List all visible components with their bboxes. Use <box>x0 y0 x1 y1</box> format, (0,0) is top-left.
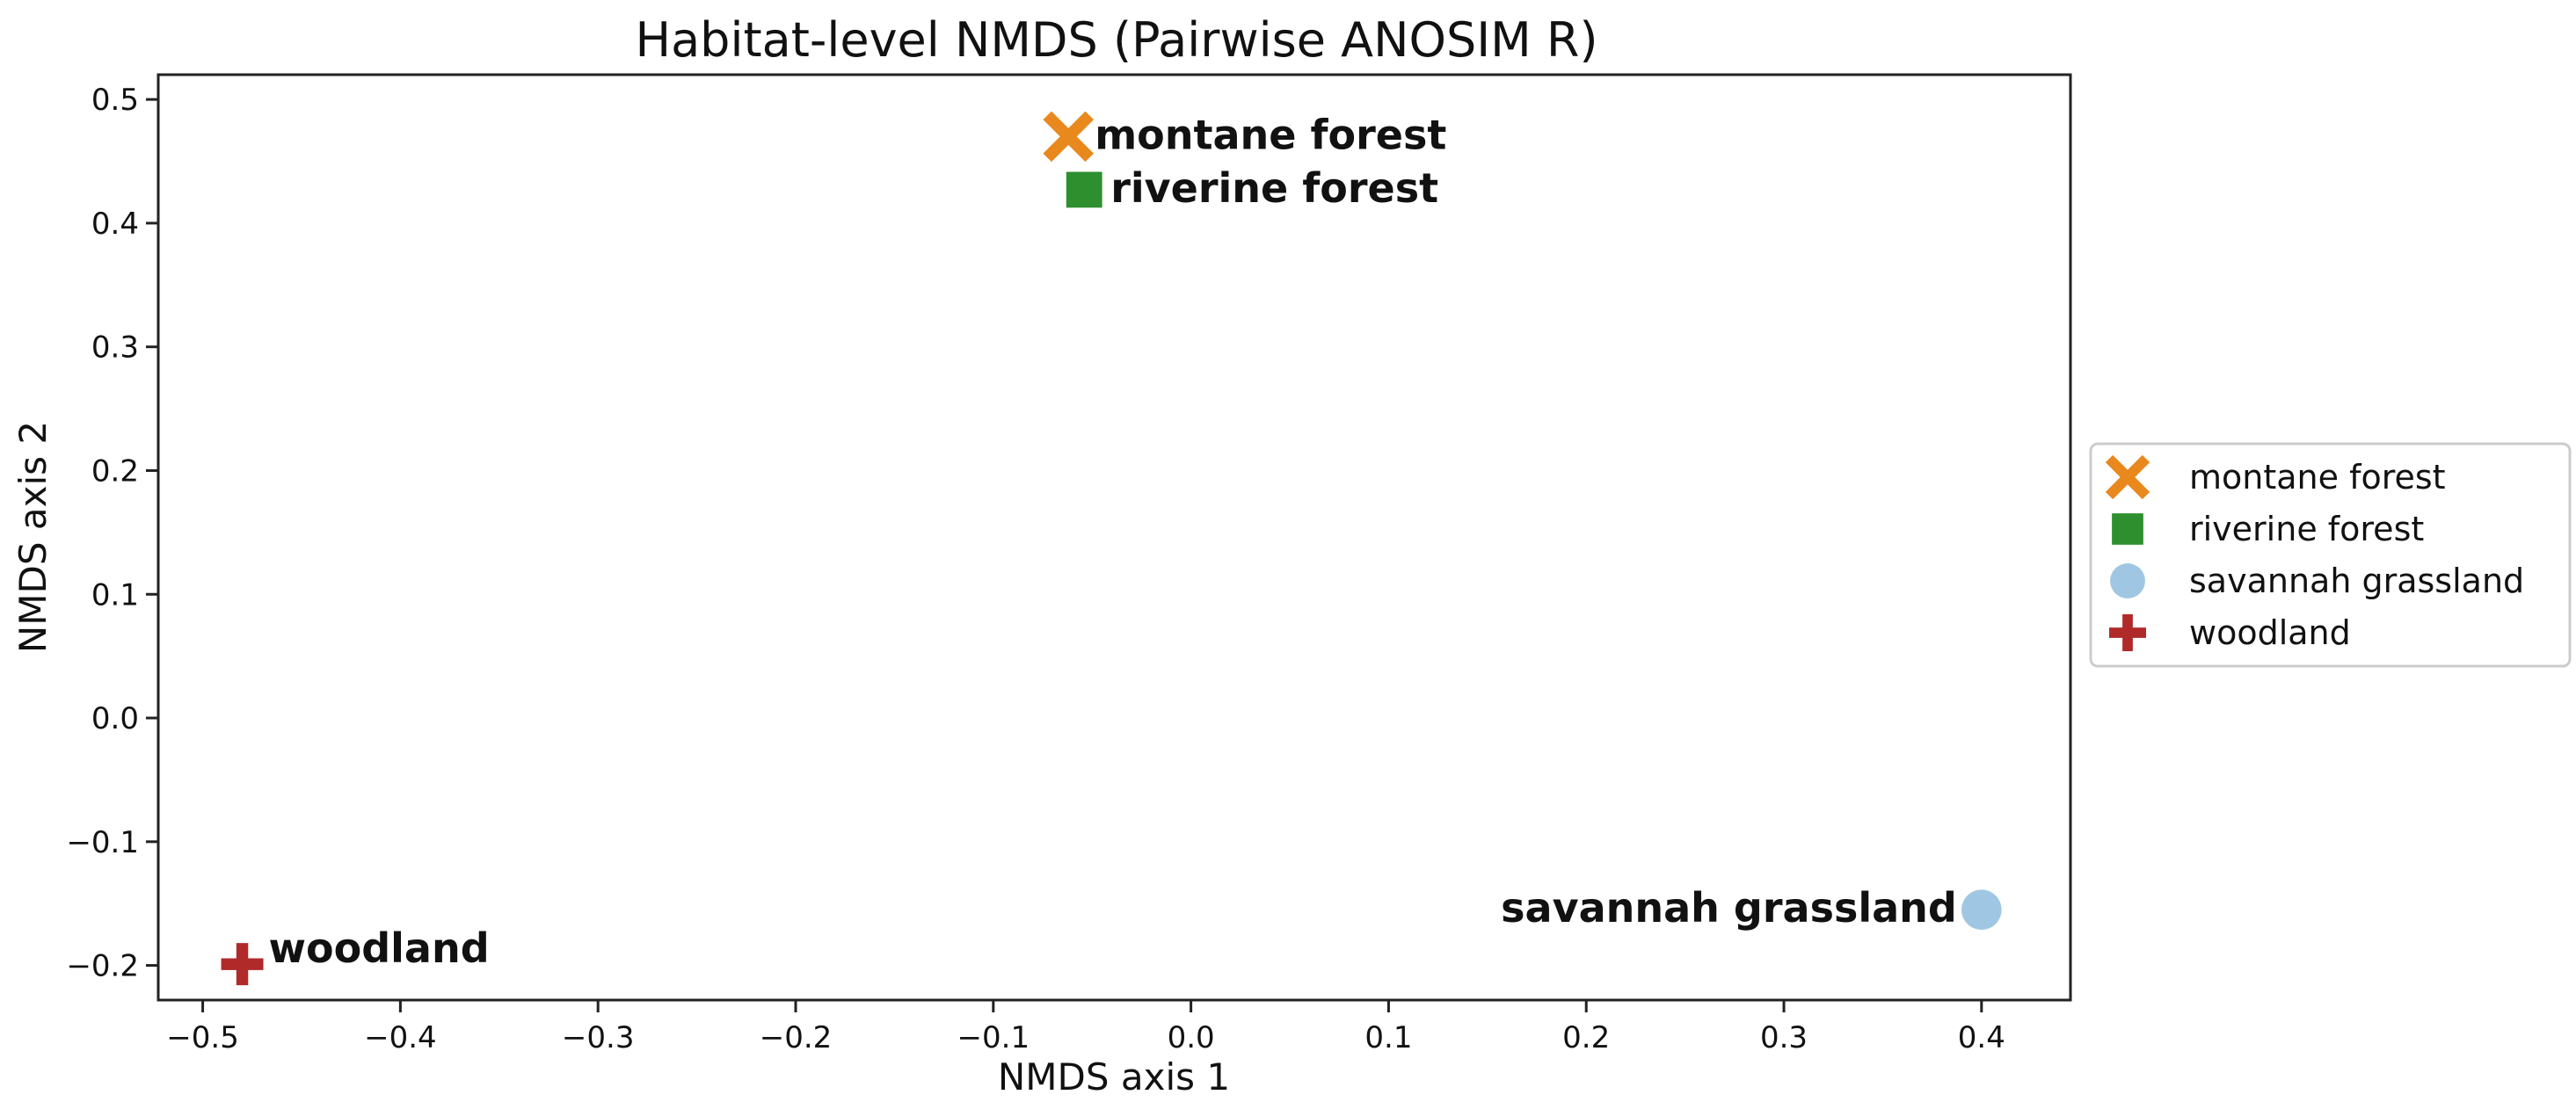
point-riverine-forest <box>1066 171 1102 208</box>
x-tick-label: −0.1 <box>957 1020 1030 1055</box>
legend-items: montane forest riverine forest savannah gr… <box>2105 454 2524 652</box>
legend-entry-label: montane forest <box>2189 458 2446 497</box>
x-tick-label: 0.3 <box>1760 1020 1808 1055</box>
x-axis-ticks: −0.5 −0.4 −0.3 −0.2 −0.1 0.0 0.1 0.2 0.3 0.4 <box>166 1000 2005 1055</box>
point-savannah-grassland <box>1961 889 2002 931</box>
legend-frame <box>2089 442 2572 668</box>
x-tick-label: 0.2 <box>1562 1020 1610 1055</box>
chart-title: Habitat-level NMDS (Pairwise ANOSIM R) <box>635 12 1597 68</box>
x-axis-label: NMDS axis 1 <box>998 1055 1230 1098</box>
y-tick-label: 0.0 <box>91 701 139 736</box>
point-woodland <box>221 943 264 986</box>
point-montane-forest <box>1043 111 1094 163</box>
legend-entry-label: savannah grassland <box>2189 562 2524 600</box>
legend-entry-label: riverine forest <box>2189 510 2424 548</box>
legend: montane forest riverine forest savannah gr… <box>2089 442 2572 668</box>
x-tick-label: 0.0 <box>1168 1020 1215 1055</box>
x-tick-label: 0.1 <box>1364 1020 1412 1055</box>
x-tick-label: 0.4 <box>1958 1020 2005 1055</box>
plot-frame <box>156 73 2072 1002</box>
y-axis-ticks: −0.2 −0.1 0.0 0.1 0.2 0.3 0.4 0.5 <box>66 83 158 984</box>
y-tick-label: 0.1 <box>91 577 139 613</box>
legend-marker-riverine-forest <box>2112 513 2143 545</box>
legend-marker-montane-forest <box>2105 454 2150 500</box>
point-label: montane forest <box>1095 111 1446 158</box>
legend-entry-label: woodland <box>2189 613 2351 652</box>
x-tick-label: −0.5 <box>166 1020 239 1055</box>
point-label: riverine forest <box>1110 164 1438 212</box>
point-label: woodland <box>269 924 490 972</box>
y-tick-label: −0.2 <box>66 949 139 984</box>
y-axis-label: NMDS axis 2 <box>11 421 55 653</box>
x-tick-label: −0.3 <box>562 1020 635 1055</box>
y-tick-label: 0.3 <box>91 330 139 366</box>
x-tick-label: −0.4 <box>364 1020 437 1055</box>
legend-marker-woodland <box>2109 614 2146 651</box>
y-tick-label: 0.4 <box>91 207 139 242</box>
y-tick-label: 0.2 <box>91 453 139 489</box>
x-tick-label: −0.2 <box>760 1020 833 1055</box>
legend-marker-savannah-grassland <box>2110 563 2145 598</box>
y-tick-label: −0.1 <box>66 825 139 860</box>
data-points: montane forest riverine forest savannah gr… <box>221 111 2002 986</box>
y-tick-label: 0.5 <box>91 83 139 118</box>
point-label: savannah grassland <box>1501 884 1957 932</box>
